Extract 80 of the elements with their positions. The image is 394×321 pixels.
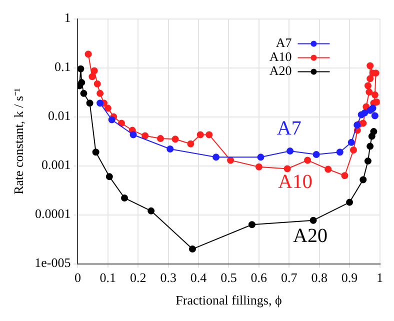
point — [130, 131, 137, 138]
x-axis-title: Fractional fillings, ϕ — [176, 292, 282, 308]
y-axis-title: Rate constant, k / s⁻¹ — [11, 88, 26, 195]
y-tick-label: 1e-005 — [34, 255, 71, 270]
point — [370, 128, 378, 136]
point — [324, 166, 332, 173]
point — [104, 104, 112, 112]
annotation: A20 — [293, 225, 328, 248]
point — [366, 62, 374, 70]
point — [227, 156, 234, 164]
point — [346, 198, 354, 206]
annotation: A7 — [276, 117, 302, 140]
x-tick-label: 0.1 — [100, 270, 116, 286]
point — [188, 246, 196, 253]
point — [366, 75, 374, 82]
legend-label: A10 — [269, 49, 292, 64]
point — [88, 73, 96, 80]
point — [212, 154, 220, 161]
point — [94, 80, 101, 88]
point — [304, 156, 312, 164]
x-tick-label: 0.3 — [160, 270, 176, 286]
point — [360, 120, 367, 127]
point — [341, 172, 348, 180]
point — [206, 131, 213, 138]
point — [172, 136, 179, 143]
point — [364, 158, 372, 165]
point — [371, 91, 378, 98]
point — [336, 148, 344, 156]
point — [312, 151, 320, 158]
legend-label: A7 — [276, 35, 292, 50]
x-tick-label: 0.4 — [190, 270, 208, 286]
point — [364, 82, 372, 90]
x-tick-label: 0.7 — [281, 270, 298, 286]
point — [78, 79, 86, 86]
point — [121, 194, 128, 202]
point — [108, 116, 116, 124]
point — [166, 146, 174, 153]
point — [310, 216, 317, 224]
point — [350, 146, 357, 154]
point — [156, 135, 164, 142]
x-tick-label: 0.5 — [220, 270, 237, 286]
x-tick-label: 0.8 — [311, 270, 328, 286]
annotation: A10 — [278, 171, 312, 194]
x-tick-label: 1 — [376, 270, 383, 286]
point — [90, 67, 98, 74]
point — [84, 50, 92, 58]
point — [80, 90, 88, 97]
x-tick-label: 0 — [74, 270, 81, 286]
y-tick-label: 0.01 — [48, 108, 71, 124]
x-tick-label: 0.2 — [130, 270, 146, 286]
point — [196, 131, 204, 138]
point — [286, 148, 294, 155]
point — [366, 142, 374, 150]
y-tick-label: 0.0001 — [34, 206, 71, 222]
legend-label: A20 — [269, 63, 292, 78]
point — [92, 148, 100, 156]
point — [187, 140, 194, 148]
y-tick-label: 1 — [64, 10, 71, 26]
point — [106, 173, 113, 180]
x-tick-label: 0.6 — [250, 270, 268, 286]
point — [255, 163, 262, 170]
point — [361, 109, 368, 116]
point — [142, 132, 149, 140]
point — [118, 120, 125, 127]
y-tick-label: 0.1 — [54, 59, 71, 74]
point — [86, 100, 94, 107]
point — [96, 90, 104, 97]
point — [348, 138, 355, 146]
point — [366, 88, 373, 96]
point — [78, 65, 84, 72]
point — [257, 154, 264, 161]
point — [360, 176, 367, 184]
x-tick-label: 0.9 — [341, 270, 358, 286]
point — [96, 100, 104, 107]
point — [371, 112, 378, 120]
point — [284, 165, 291, 172]
point — [248, 221, 256, 228]
y-tick-label: 0.001 — [41, 157, 71, 172]
point — [369, 104, 376, 112]
point — [148, 207, 155, 214]
